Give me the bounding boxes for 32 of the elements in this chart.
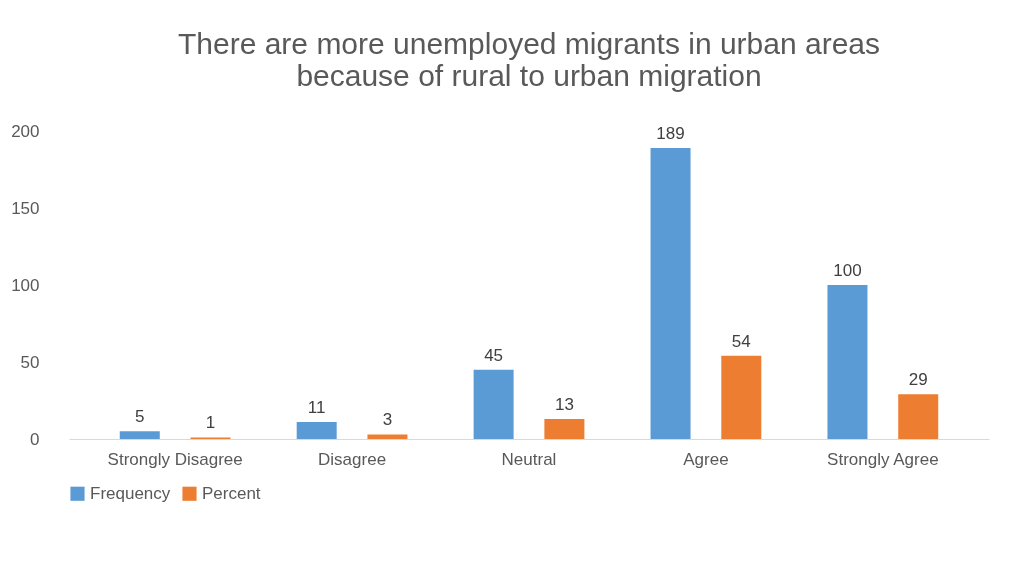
y-tick-label: 100: [11, 275, 40, 295]
data-label: 5: [135, 407, 145, 427]
bar: [367, 434, 408, 439]
data-label: 13: [554, 394, 574, 414]
bar: [650, 147, 691, 439]
data-label: 1: [205, 413, 216, 433]
data-label: 45: [484, 345, 504, 365]
x-tick-label: Disagree: [318, 449, 387, 469]
bar: [296, 422, 337, 439]
bar: [473, 369, 514, 439]
data-label: 3: [382, 410, 393, 430]
bar: [119, 431, 160, 439]
y-tick-label: 200: [11, 121, 40, 141]
y-tick-label: 50: [20, 352, 40, 372]
bar: [827, 285, 868, 439]
legend-label: Frequency: [90, 483, 171, 503]
x-tick-label: Agree: [683, 449, 729, 469]
bar: [898, 394, 939, 439]
x-tick-label: Neutral: [501, 449, 557, 469]
data-label: 100: [833, 261, 862, 280]
data-label: 29: [908, 370, 928, 390]
data-label: 54: [731, 331, 751, 351]
data-label: 189: [656, 123, 685, 143]
bar: [721, 355, 762, 439]
chart-title: There are more unemployed migrants in urban areas because of rural to urban migration: [177, 27, 881, 92]
y-tick-label: 150: [11, 198, 40, 218]
legend-label: Percent: [202, 483, 261, 503]
data-label: 11: [307, 398, 326, 418]
x-tick-label: Strongly Disagree: [107, 449, 243, 469]
bar: [544, 418, 585, 439]
x-tick-label: Strongly Agree: [827, 449, 939, 469]
y-tick-label: 0: [30, 429, 40, 449]
